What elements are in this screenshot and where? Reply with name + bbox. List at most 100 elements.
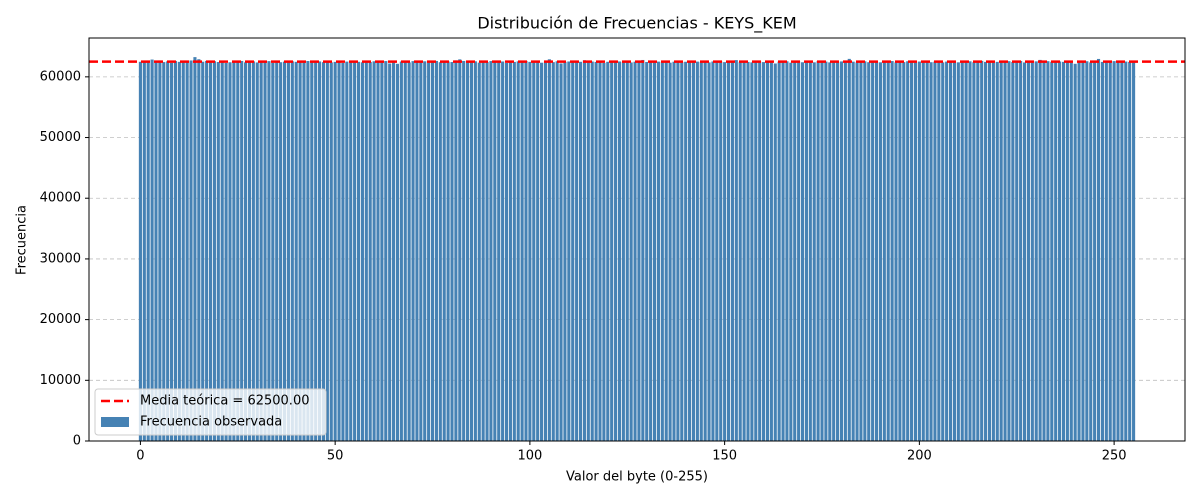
bar (318, 61, 322, 442)
bar (703, 61, 707, 441)
bar (976, 61, 980, 442)
bar (138, 61, 142, 441)
bar (874, 61, 879, 441)
bar (399, 61, 403, 441)
bar (972, 62, 976, 441)
bar (193, 57, 197, 441)
bar (668, 62, 672, 441)
bar (964, 62, 968, 442)
bar (832, 61, 836, 441)
bar (847, 58, 851, 441)
bar (384, 61, 388, 441)
bar (617, 61, 622, 442)
bar (1007, 61, 1011, 442)
bar (236, 61, 240, 441)
bar (1042, 62, 1046, 441)
bar (984, 61, 988, 441)
bar (310, 62, 314, 442)
bar (1054, 62, 1058, 442)
bar (532, 62, 536, 442)
bar (793, 61, 797, 441)
y-tick-label: 10000 (40, 373, 81, 388)
bar (1065, 61, 1069, 441)
bar (723, 62, 727, 441)
bar (504, 62, 509, 441)
bar (255, 62, 259, 441)
bar (489, 61, 493, 441)
y-tick-label: 60000 (40, 69, 81, 84)
bar (906, 61, 910, 441)
bar (991, 61, 995, 442)
bar (590, 61, 594, 441)
bar (987, 62, 992, 441)
bar (150, 59, 154, 442)
bar (407, 62, 411, 441)
bar (676, 60, 680, 442)
bar (497, 61, 501, 441)
bar (894, 62, 898, 441)
bar (625, 61, 629, 442)
bar (941, 62, 945, 441)
bar (726, 61, 731, 441)
bar (878, 62, 882, 442)
bar (1058, 61, 1062, 442)
bar (719, 61, 723, 441)
bar (516, 61, 520, 441)
bar (863, 61, 867, 441)
bar (341, 62, 345, 441)
bar (325, 61, 329, 442)
x-axis-label: Valor del byte (0-255) (566, 470, 708, 485)
bar (968, 61, 972, 441)
y-tick-label: 0 (73, 434, 81, 449)
x-tick-label: 250 (1102, 449, 1127, 464)
bar (368, 61, 372, 442)
bar (473, 61, 477, 441)
bar (337, 61, 341, 441)
bar (244, 62, 248, 442)
legend-label: Frecuencia observada (140, 415, 282, 430)
bar (282, 61, 287, 442)
bar (836, 61, 840, 442)
bar (469, 61, 474, 441)
bar (1069, 62, 1073, 441)
bar (302, 61, 306, 441)
bar (571, 62, 575, 442)
legend: Media teórica = 62500.00 Frecuencia obser… (94, 388, 327, 436)
bar (711, 61, 715, 442)
bar (197, 59, 201, 442)
bar (715, 61, 719, 442)
bar (524, 60, 528, 442)
bar (177, 61, 181, 441)
bar (851, 61, 855, 442)
bar (1038, 59, 1042, 441)
bar (567, 61, 571, 442)
bar (205, 60, 209, 442)
bar (380, 61, 384, 442)
bar (364, 61, 368, 442)
bar (797, 61, 801, 442)
bar (415, 62, 419, 441)
bar (804, 61, 808, 441)
bar (800, 62, 805, 442)
bar (512, 61, 516, 441)
bar (933, 61, 937, 442)
bar (298, 62, 302, 441)
bar (1061, 61, 1066, 441)
bar (263, 61, 267, 442)
bar (329, 62, 333, 441)
bar (812, 62, 816, 442)
x-tick-label: 50 (327, 449, 344, 464)
bar (921, 61, 925, 441)
bar (995, 61, 999, 441)
bar (614, 62, 618, 442)
bar (660, 61, 664, 441)
bar (839, 61, 844, 442)
bar (645, 61, 649, 442)
bar (824, 61, 828, 441)
bar (649, 61, 653, 441)
bar (536, 61, 540, 441)
y-tick-label: 20000 (40, 312, 81, 327)
bar (173, 61, 178, 441)
bar (910, 61, 914, 441)
